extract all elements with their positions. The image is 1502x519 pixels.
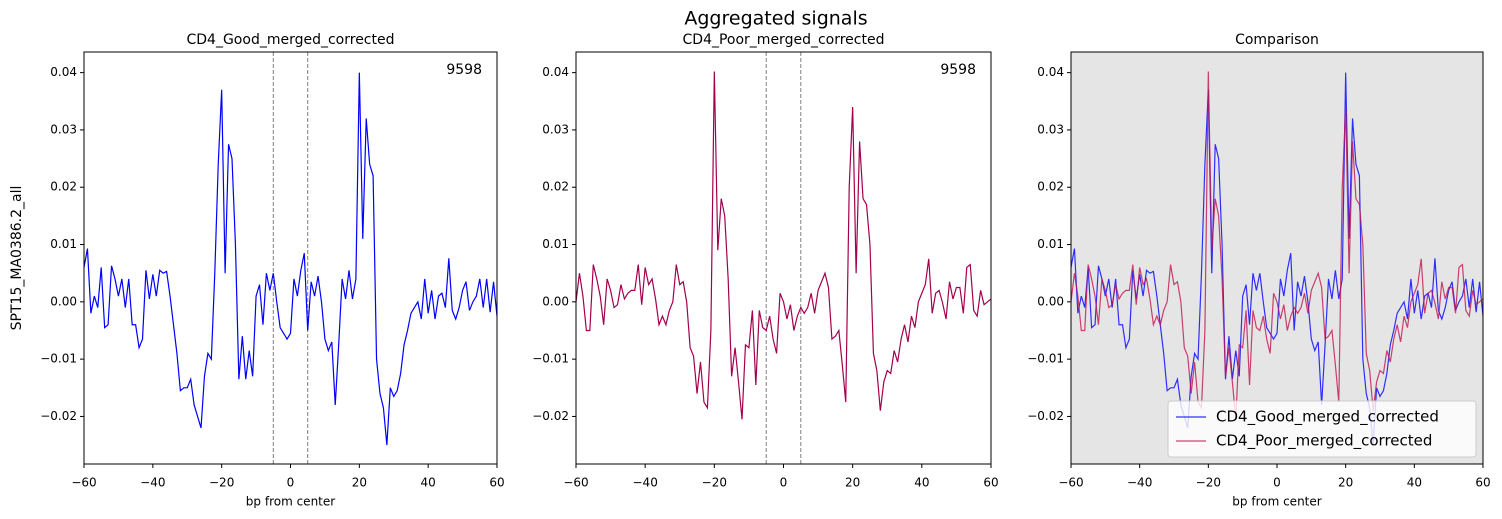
count-annotation: 9598 — [446, 62, 482, 78]
legend-label: CD4_Poor_merged_corrected — [1216, 432, 1432, 451]
legend-box — [1167, 400, 1477, 458]
legend-label: CD4_Good_merged_corrected — [1216, 408, 1439, 427]
series-line — [1070, 72, 1484, 446]
x-tick-label: 40 — [1407, 476, 1422, 490]
x-axis-label: bp from center — [1232, 495, 1321, 509]
x-tick-label: −20 — [702, 476, 727, 490]
x-tick-label: 60 — [983, 476, 998, 490]
y-tick-label: 0.02 — [542, 180, 569, 194]
y-tick-label: 0.02 — [50, 180, 77, 194]
x-tick-label: 20 — [1338, 476, 1353, 490]
x-tick-label: 20 — [845, 476, 860, 490]
y-tick-label: −0.01 — [532, 352, 569, 366]
x-tick-label: 0 — [1273, 476, 1281, 490]
x-tick-label: −40 — [140, 476, 165, 490]
count-annotation: 9598 — [940, 62, 976, 78]
x-tick-label: −60 — [71, 476, 96, 490]
x-tick-label: 60 — [489, 476, 504, 490]
x-tick-label: −60 — [563, 476, 588, 490]
y-tick-label: 0.02 — [1037, 180, 1064, 194]
legend: CD4_Good_merged_corrected CD4_Poor_merged… — [1167, 400, 1477, 458]
panel-title: Comparison — [1235, 32, 1319, 48]
y-tick-label: 0.03 — [50, 122, 77, 136]
y-tick-label: −0.01 — [40, 352, 77, 366]
plot-frame — [83, 51, 498, 465]
x-tick-label: −40 — [1127, 476, 1152, 490]
y-tick-label: 0.04 — [50, 65, 77, 79]
plot-area — [1071, 52, 1483, 464]
plot-area — [576, 52, 991, 464]
x-tick-label: 20 — [352, 476, 367, 490]
y-tick-label: 0.00 — [50, 294, 77, 308]
y-tick-label: 0.01 — [50, 237, 77, 251]
panel-title: CD4_Poor_merged_corrected — [683, 32, 885, 48]
x-tick-label: −40 — [633, 476, 658, 490]
y-tick-label: 0.04 — [542, 65, 569, 79]
y-tick-label: 0.01 — [542, 237, 569, 251]
x-tick-label: −60 — [1058, 476, 1083, 490]
series-line — [575, 71, 992, 420]
y-axis-label: SPT15_MA0386.2_all — [9, 186, 25, 331]
y-tick-label: 0.00 — [1037, 294, 1064, 308]
x-tick-label: 40 — [421, 476, 436, 490]
series-line — [83, 72, 498, 446]
x-tick-label: 0 — [287, 476, 295, 490]
y-tick-label: 0.01 — [1037, 237, 1064, 251]
series-line — [1070, 71, 1484, 420]
plot-frame — [575, 51, 992, 465]
x-tick-label: 0 — [780, 476, 788, 490]
y-tick-label: 0.04 — [1037, 65, 1064, 79]
y-tick-label: −0.02 — [1027, 409, 1064, 423]
x-tick-label: −20 — [1196, 476, 1221, 490]
figure-title: Aggregated signals — [684, 8, 867, 30]
y-tick-label: 0.03 — [542, 122, 569, 136]
y-tick-label: −0.01 — [1027, 352, 1064, 366]
y-tick-label: 0.03 — [1037, 122, 1064, 136]
x-tick-label: −20 — [209, 476, 234, 490]
y-tick-label: 0.00 — [542, 294, 569, 308]
plot-area — [84, 52, 497, 464]
y-tick-label: −0.02 — [532, 409, 569, 423]
panel-title: CD4_Good_merged_corrected — [187, 32, 395, 48]
y-tick-label: −0.02 — [40, 409, 77, 423]
x-axis-label: bp from center — [246, 495, 335, 509]
x-tick-label: 40 — [914, 476, 929, 490]
x-tick-label: 60 — [1475, 476, 1490, 490]
plot-frame — [1070, 51, 1484, 465]
